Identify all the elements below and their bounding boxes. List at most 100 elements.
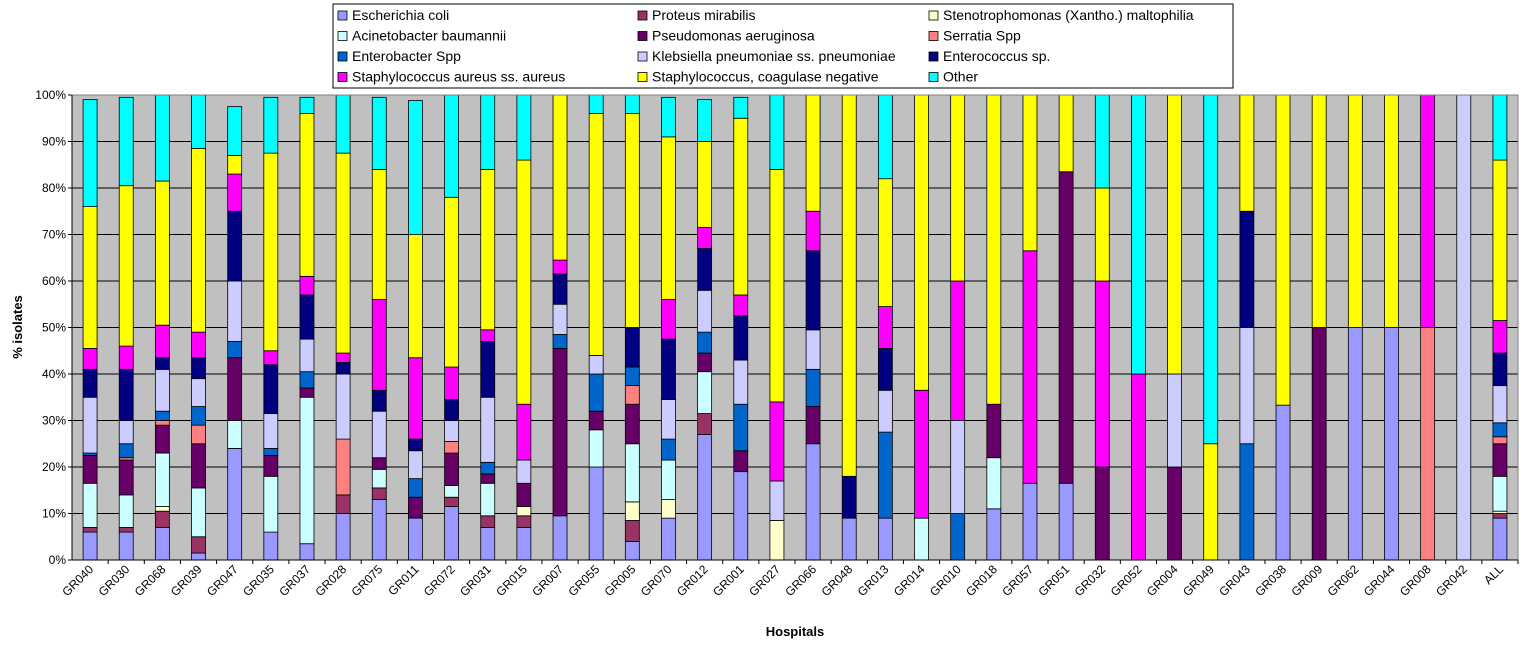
bar-segment xyxy=(82,482,98,528)
bar-segment xyxy=(444,366,459,400)
bar-segment xyxy=(624,113,640,328)
x-tick-label: GR052 xyxy=(1108,562,1145,599)
bar-segment xyxy=(191,378,206,407)
bar-segment xyxy=(408,234,423,359)
bar-segment xyxy=(1022,94,1038,252)
bar-stack-gr005 xyxy=(624,94,640,561)
legend-label: Pseudomonas aeruginosa xyxy=(652,28,815,44)
x-tick-label: GR027 xyxy=(746,562,783,599)
bar-segment xyxy=(480,341,496,398)
bar-segment xyxy=(624,327,640,368)
bar-stack-gr008 xyxy=(1420,94,1436,561)
x-tick-label: GR001 xyxy=(710,562,747,599)
bar-segment xyxy=(624,443,640,503)
bar-segment xyxy=(841,94,857,477)
legend-swatch xyxy=(928,51,939,62)
bar-segment xyxy=(299,338,315,373)
bar-segment xyxy=(444,485,459,498)
bar-segment xyxy=(552,303,568,335)
x-tick-label: GR042 xyxy=(1433,562,1470,599)
legend: Escherichia coli Proteus mirabilis Stenotr… xyxy=(332,3,1234,89)
bar-stack-gr014 xyxy=(914,94,929,561)
bar-segment xyxy=(1058,171,1074,484)
bar-segment xyxy=(624,541,640,561)
bar-segment xyxy=(697,434,713,561)
bar-segment xyxy=(154,527,170,561)
bar-segment xyxy=(661,399,676,440)
bar-segment xyxy=(444,94,459,198)
legend-swatch xyxy=(637,72,648,82)
bar-segment xyxy=(733,471,749,561)
bar-segment xyxy=(227,173,243,212)
x-tick-label: GR070 xyxy=(638,562,675,599)
legend-swatch xyxy=(337,72,348,82)
bar-segment xyxy=(841,475,857,519)
bar-segment xyxy=(154,94,170,182)
bar-segment xyxy=(480,461,496,475)
legend-label: Escherichia coli xyxy=(352,7,449,23)
bar-segment xyxy=(263,413,279,449)
bar-segment xyxy=(697,331,713,354)
bar-segment xyxy=(1239,443,1255,561)
bar-stack-gr070 xyxy=(661,96,676,561)
bar-segment xyxy=(82,396,98,454)
x-axis-title: Hospitals xyxy=(766,624,825,639)
legend-label: Acinetobacter baumannii xyxy=(352,28,506,44)
y-tick-label: 100% xyxy=(35,88,66,102)
bar-segment xyxy=(444,452,459,486)
bar-segment xyxy=(624,366,640,387)
bar-segment xyxy=(227,280,243,342)
y-tick-label: 60% xyxy=(42,274,66,288)
bar-segment xyxy=(624,403,640,445)
bar-segment xyxy=(877,94,893,180)
y-tick-label: 30% xyxy=(42,414,66,428)
x-tick-label: GR032 xyxy=(1072,562,1109,599)
legend-item: Serratia Spp xyxy=(928,28,1021,44)
bar-segment xyxy=(118,185,134,347)
legend-swatch xyxy=(928,31,939,41)
y-tick-label: 0% xyxy=(49,553,67,567)
bar-segment xyxy=(335,361,351,375)
bar-segment xyxy=(227,447,243,561)
bar-segment xyxy=(263,350,279,366)
legend-item: Klebsiella pneumoniae ss. pneumoniae xyxy=(637,48,896,64)
bar-segment xyxy=(697,99,713,142)
bar-segment xyxy=(335,513,351,561)
y-tick-label: 70% xyxy=(42,228,66,242)
legend-label: Proteus mirabilis xyxy=(652,7,755,23)
bar-segment xyxy=(154,368,170,412)
bar-segment xyxy=(950,94,966,282)
bar-segment xyxy=(118,494,134,528)
y-tick-label: 90% xyxy=(42,135,66,149)
bar-segment xyxy=(1094,280,1110,468)
x-tick-label: GR043 xyxy=(1216,562,1253,599)
legend-item: Proteus mirabilis xyxy=(637,7,755,23)
bar-stack-gr052 xyxy=(1131,94,1146,561)
bar-segment xyxy=(191,487,206,538)
bar-stack-gr075 xyxy=(371,96,387,561)
legend-label: Enterococcus sp. xyxy=(943,48,1050,64)
bars xyxy=(82,94,1508,561)
bar-segment xyxy=(805,94,821,212)
x-tick-label: GR015 xyxy=(493,562,530,599)
bar-segment xyxy=(552,348,568,517)
bar-segment xyxy=(335,438,351,496)
legend-item: Other xyxy=(928,69,978,85)
bar-segment xyxy=(1492,443,1508,477)
bar-segment xyxy=(299,275,315,296)
bar-segment xyxy=(661,499,676,519)
bar-stack-gr018 xyxy=(986,94,1002,561)
bar-stack-gr057 xyxy=(1022,94,1038,561)
bar-segment xyxy=(1094,94,1110,189)
bar-segment xyxy=(661,96,676,138)
bar-segment xyxy=(805,250,821,331)
bar-segment xyxy=(335,373,351,440)
bar-segment xyxy=(697,371,713,414)
legend-item: Staphylococcus aureus ss. aureus xyxy=(337,69,565,85)
bar-stack-all xyxy=(1492,94,1508,561)
bar-stack-gr043 xyxy=(1239,94,1255,561)
bar-segment xyxy=(154,424,170,454)
bar-segment xyxy=(371,487,387,500)
